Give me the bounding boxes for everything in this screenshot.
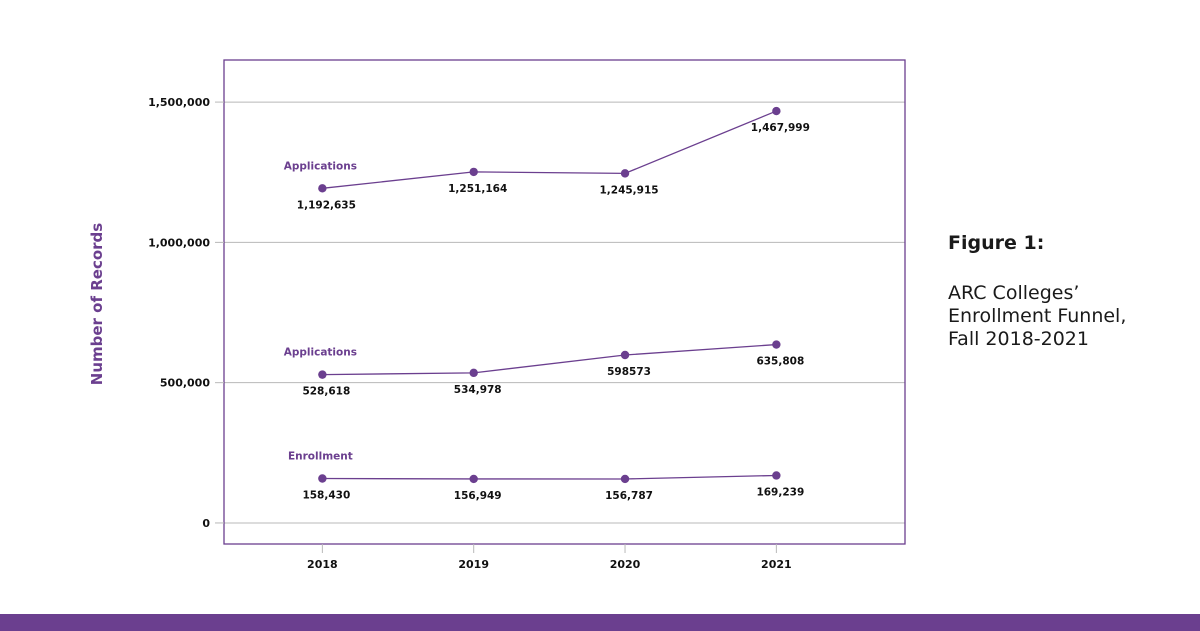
series-name-label: Applications xyxy=(284,160,357,172)
x-tick-label: 2021 xyxy=(761,558,792,571)
data-label: 534,978 xyxy=(454,384,502,396)
series-name-label: Enrollment xyxy=(288,451,353,463)
series-line xyxy=(322,474,777,480)
data-point xyxy=(469,368,478,378)
data-label: 635,808 xyxy=(756,356,804,368)
data-label: 1,245,915 xyxy=(599,184,658,196)
y-tick-label: 1,000,000 xyxy=(148,236,210,249)
data-label: 156,949 xyxy=(454,490,502,502)
series-line xyxy=(322,343,777,376)
data-point xyxy=(772,106,781,116)
data-point xyxy=(469,167,478,177)
data-point xyxy=(620,350,630,360)
x-tick-label: 2018 xyxy=(307,558,338,571)
data-point xyxy=(318,370,327,379)
figure-title: ARC Colleges’ Enrollment Funnel, Fall 20… xyxy=(948,282,1127,351)
series-1: Applications 1,192,635 1,251,164 1,245,915 1… xyxy=(284,106,810,211)
x-axis-ticks: 2018 2019 2020 2021 xyxy=(307,544,792,571)
figure-number: Figure 1: xyxy=(948,232,1045,254)
y-tick-label: 1,500,000 xyxy=(148,96,210,109)
series-name-label: Applications xyxy=(284,347,357,359)
y-axis-title: Number of Records xyxy=(88,223,106,386)
plot-frame xyxy=(223,59,906,545)
data-label: 169,239 xyxy=(756,486,804,498)
data-label: 1,467,999 xyxy=(751,122,810,134)
data-point xyxy=(620,169,630,178)
series-2: Applications 528,618 534,978 598573 635,808 xyxy=(284,340,804,398)
series-3: Enrollment 158,430 156,949 156,787 169,239 xyxy=(288,451,804,502)
y-tick-label: 500,000 xyxy=(160,377,210,390)
x-tick-label: 2020 xyxy=(610,558,641,571)
y-tick-label: 0 xyxy=(202,517,210,530)
data-label: 158,430 xyxy=(302,490,350,502)
figure-caption: Figure 1: ARC Colleges’ Enrollment Funne… xyxy=(948,232,1188,352)
data-point xyxy=(318,184,327,193)
y-axis-ticks: 0 500,000 1,000,000 1,500,000 xyxy=(148,96,224,530)
gridlines xyxy=(224,101,905,524)
bottom-accent-band xyxy=(0,614,1200,631)
data-label: 1,251,164 xyxy=(448,183,507,195)
data-point xyxy=(318,474,327,483)
data-label: 528,618 xyxy=(302,386,350,398)
data-point xyxy=(772,340,781,349)
data-label: 156,787 xyxy=(605,490,653,502)
series-line xyxy=(322,110,777,189)
data-label: 598573 xyxy=(607,366,651,378)
data-point xyxy=(469,474,478,484)
x-tick-label: 2019 xyxy=(458,558,489,571)
series-lines: Applications 1,192,635 1,251,164 1,245,915 1… xyxy=(284,106,810,502)
data-point xyxy=(620,474,630,484)
data-label: 1,192,635 xyxy=(297,199,356,211)
data-point xyxy=(772,471,781,480)
